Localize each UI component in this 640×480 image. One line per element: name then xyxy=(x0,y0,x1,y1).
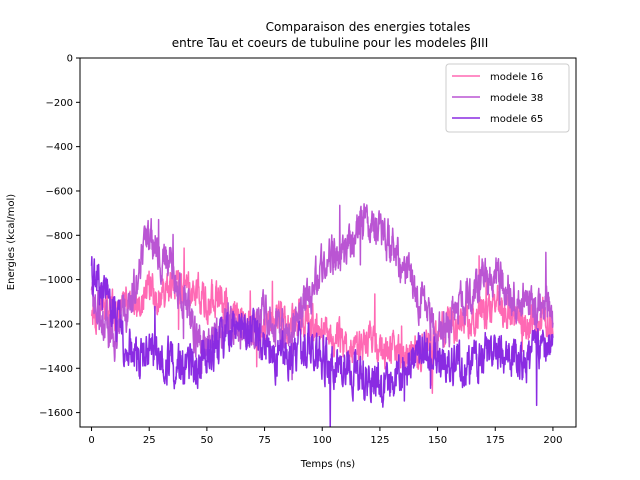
series-layer xyxy=(90,203,554,427)
x-tick-label: 200 xyxy=(543,435,562,446)
y-tick-label: −400 xyxy=(46,142,73,153)
legend-label-modele-65: modele 65 xyxy=(490,114,543,125)
x-tick-label: 175 xyxy=(486,435,505,446)
legend: modele 16 modele 38 modele 65 xyxy=(445,63,570,133)
chart-title-line-1: Comparaison des energies totales xyxy=(266,20,471,34)
y-tick-label: −600 xyxy=(46,186,73,197)
legend-label-modele-16: modele 16 xyxy=(490,72,543,83)
x-tick-label: 100 xyxy=(313,435,332,446)
x-tick-label: 0 xyxy=(88,435,94,446)
x-tick-label: 50 xyxy=(201,435,214,446)
y-tick-label: −1400 xyxy=(39,364,73,375)
y-tick-label: −1000 xyxy=(39,275,73,286)
y-tick-label: −800 xyxy=(46,231,73,242)
legend-box xyxy=(445,63,570,133)
y-tick-label: −200 xyxy=(46,98,73,109)
y-tick-label: −1600 xyxy=(39,408,73,419)
legend-label-modele-38: modele 38 xyxy=(490,93,543,104)
x-tick-label: 150 xyxy=(428,435,447,446)
x-tick-label: 75 xyxy=(258,435,271,446)
series-line-modele-16 xyxy=(90,247,554,394)
y-axis-label: Energies (kcal/mol) xyxy=(6,194,17,291)
x-axis: 0 25 50 75 100 125 150 175 200 xyxy=(88,427,562,446)
x-tick-label: 25 xyxy=(143,435,156,446)
y-tick-label: 0 xyxy=(67,54,73,65)
chart-title-line-2: entre Tau et coeurs de tubuline pour les… xyxy=(172,36,489,50)
x-tick-label: 125 xyxy=(370,435,389,446)
series-line-modele-65 xyxy=(90,255,554,427)
y-axis: 0 −200 −400 −600 −800 −1000 −1200 −1400 −1600 xyxy=(39,54,80,419)
plot-frame xyxy=(79,57,577,428)
y-tick-label: −1200 xyxy=(39,319,73,330)
series-line-modele-38 xyxy=(90,203,554,381)
x-axis-label: Temps (ns) xyxy=(300,459,355,470)
